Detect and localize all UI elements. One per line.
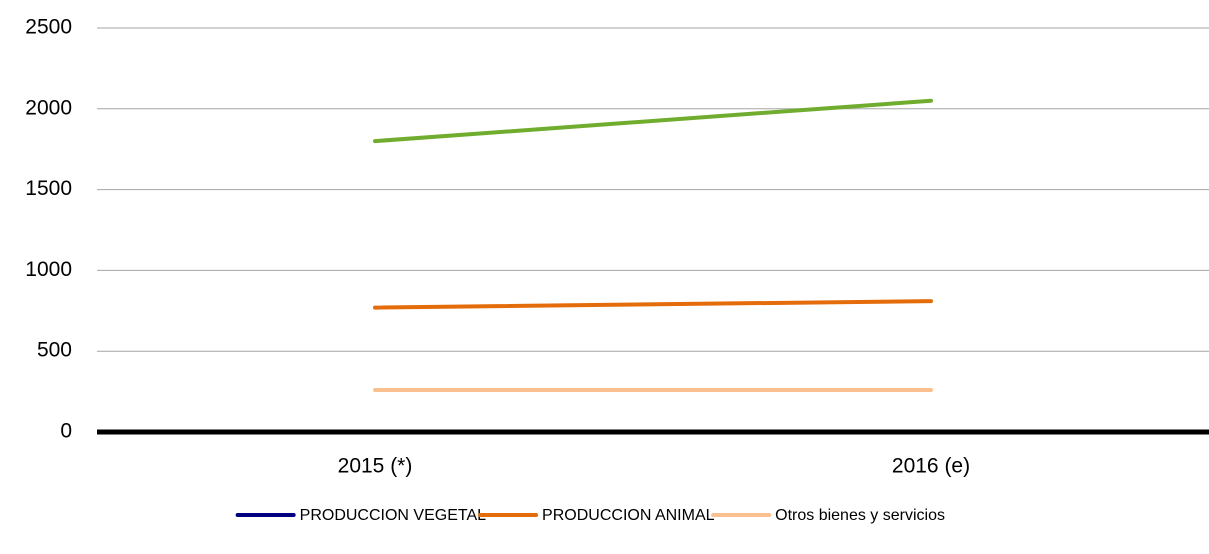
x-tick-label: 2016 (e)	[892, 455, 970, 478]
legend-label: PRODUCCION VEGETAL	[300, 507, 487, 524]
y-tick-label: 500	[37, 339, 72, 362]
legend-label: Otros bienes y servicios	[775, 507, 945, 524]
legend-label: PRODUCCION ANIMAL	[542, 507, 715, 524]
y-tick-label: 1500	[25, 177, 72, 200]
y-tick-label: 0	[60, 420, 72, 443]
x-tick-label: 2015 (*)	[338, 455, 413, 478]
y-tick-label: 2000	[25, 96, 72, 119]
line-series	[373, 98, 933, 144]
y-tick-label: 1000	[25, 258, 72, 281]
line-series	[373, 299, 933, 310]
y-tick-label: 2500	[25, 16, 72, 39]
